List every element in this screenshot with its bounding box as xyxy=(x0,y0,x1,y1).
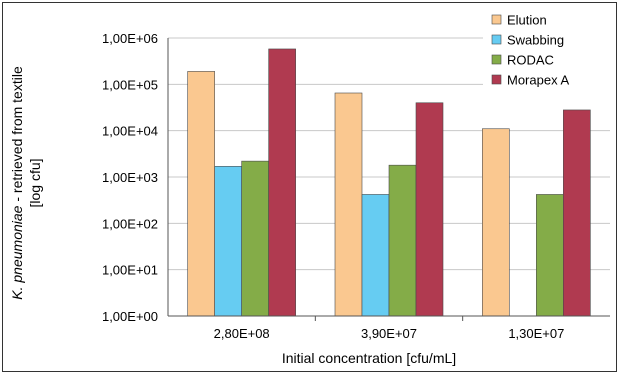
bar-morapex-a xyxy=(563,109,591,317)
y-tick-label: 1,00E+05 xyxy=(102,77,158,92)
chart-frame: 1,00E+00 1,00E+01 1,00E+02 1,00E+03 1,00E+04… xyxy=(2,2,617,372)
legend-swatch xyxy=(491,34,502,45)
axes xyxy=(167,38,610,321)
bar-swabbing xyxy=(214,166,242,317)
legend-label: Morapex A xyxy=(507,73,569,88)
y-axis-title: K. pneumoniae - retrieved from textile xyxy=(9,66,25,300)
svg-text:[log cfu]: [log cfu] xyxy=(27,158,43,207)
bar-morapex-a xyxy=(415,102,444,317)
y-tick-label: 1,00E+02 xyxy=(102,216,158,231)
y-axis-unit: [log cfu] xyxy=(27,158,43,207)
bar-rodac xyxy=(388,164,417,317)
y-tick-labels: 1,00E+00 1,00E+01 1,00E+02 1,00E+03 1,00E+04… xyxy=(102,31,158,324)
bar-rodac xyxy=(241,160,269,317)
x-tick-label: 1,30E+07 xyxy=(508,326,564,341)
legend-label: RODAC xyxy=(507,53,554,68)
bar-swabbing xyxy=(361,194,390,317)
y-tick-label: 1,00E+04 xyxy=(102,124,158,139)
y-axis-title-rest: - retrieved from textile xyxy=(9,66,25,205)
bar-elution xyxy=(187,71,215,317)
legend-label: Elution xyxy=(507,13,547,28)
bar-morapex-a xyxy=(268,48,296,317)
legend: Elution Swabbing RODAC Morapex A xyxy=(483,8,614,100)
x-axis-title: Initial concentration [cfu/mL] xyxy=(282,350,456,366)
legend-label: Swabbing xyxy=(507,33,564,48)
y-tick-label: 1,00E+00 xyxy=(102,309,158,324)
bar-elution xyxy=(334,92,363,317)
legend-background xyxy=(483,8,614,100)
bar-chart: 1,00E+00 1,00E+01 1,00E+02 1,00E+03 1,00E+04… xyxy=(9,8,614,366)
legend-swatch xyxy=(491,14,502,25)
y-tick-label: 1,00E+03 xyxy=(102,170,158,185)
y-tick-label: 1,00E+06 xyxy=(102,31,158,46)
bar-elution xyxy=(482,128,510,317)
y-axis-title-organism: K. pneumoniae xyxy=(9,205,25,299)
svg-text:K. pneumoniae - retrieved from: K. pneumoniae - retrieved from textile xyxy=(9,66,25,300)
bars xyxy=(187,48,591,317)
legend-swatch xyxy=(491,54,502,65)
x-tick-label: 2,80E+08 xyxy=(214,326,270,341)
x-tick-labels: 2,80E+08 3,90E+07 1,30E+07 xyxy=(214,326,565,341)
bar-rodac xyxy=(536,194,564,317)
legend-swatch xyxy=(491,74,502,85)
x-tick-label: 3,90E+07 xyxy=(361,326,417,341)
y-tick-label: 1,00E+01 xyxy=(102,263,158,278)
